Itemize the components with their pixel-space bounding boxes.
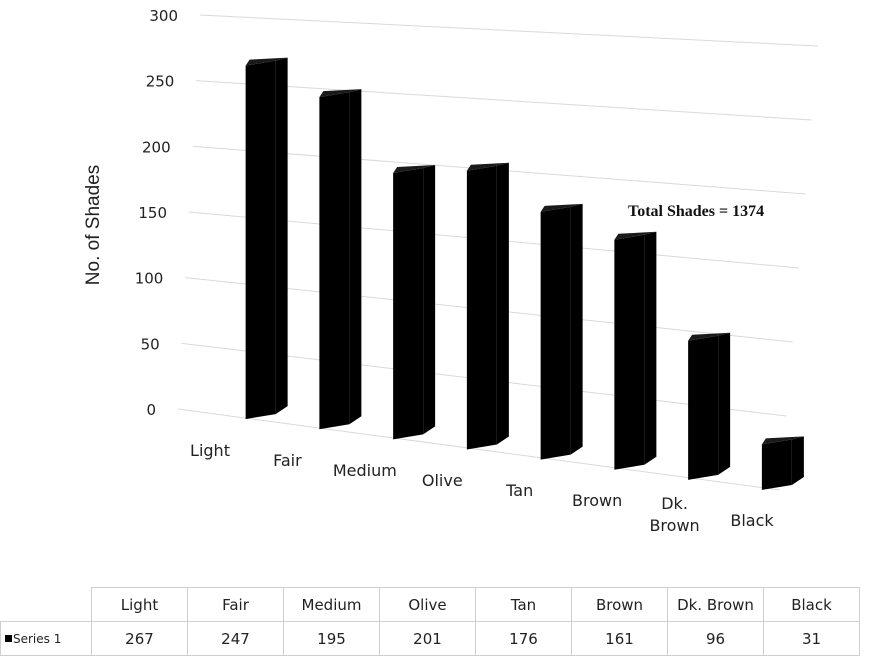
table-cell: 31 — [763, 621, 860, 656]
bar-front — [466, 165, 497, 450]
x-axis-categories: Light Fair Medium Olive Tan Brown Dk. Brown Blac… — [190, 441, 774, 535]
y-tick-label: 150 — [138, 204, 167, 222]
bar-chart: 0 50 100 150 200 250 300 Light Fair Medium Olive T… — [83, 7, 819, 535]
table-cell: 96 — [667, 621, 764, 656]
x-category-label: Dk. Brown — [649, 494, 699, 535]
bar-top — [393, 165, 436, 174]
total-shades-annotation: Total Shades = 1374 — [628, 203, 764, 220]
data-table: Light Fair Medium Olive Tan Brown Dk. Brown Bla… — [0, 587, 860, 656]
table-header-cell: Light — [91, 587, 188, 622]
bar — [688, 332, 731, 480]
table-cell: 176 — [475, 621, 572, 656]
bar-top — [540, 203, 583, 212]
bar-side — [718, 332, 731, 475]
y-tick-label: 0 — [146, 401, 156, 419]
bar — [245, 57, 288, 420]
y-axis-label: No. of Shades — [83, 165, 104, 285]
bar-side — [644, 231, 657, 465]
bar — [466, 162, 509, 450]
bar-top — [688, 332, 731, 341]
y-tick-label: 300 — [149, 7, 178, 25]
table-cell: 161 — [571, 621, 668, 656]
x-category-label: Brown — [572, 491, 622, 510]
series-name: Series 1 — [13, 631, 62, 646]
bar-side — [496, 162, 509, 445]
bar-top — [614, 231, 657, 240]
x-category-label: Olive — [422, 471, 463, 490]
bar-front — [245, 60, 276, 420]
gridline — [177, 408, 781, 491]
y-tick-label: 100 — [135, 270, 164, 288]
table-row: Series 1 267 247 195 201 176 161 96 31 — [0, 621, 860, 656]
bar-side — [791, 436, 804, 485]
table-header-row: Light Fair Medium Olive Tan Brown Dk. Brown Bla… — [0, 587, 860, 622]
bar-top — [245, 57, 288, 66]
table-header-cell: Tan — [475, 587, 572, 622]
bar-front — [688, 335, 719, 480]
x-category-label: Tan — [505, 481, 533, 500]
y-axis-ticks: 0 50 100 150 200 250 300 — [135, 7, 178, 419]
table-header-cell: Fair — [187, 587, 284, 622]
table-header-cell: Black — [763, 587, 860, 622]
bar — [540, 203, 583, 460]
bar-front — [761, 439, 792, 490]
table-corner — [0, 587, 92, 622]
bar-side — [570, 203, 583, 455]
table-header-cell: Brown — [571, 587, 668, 622]
series-legend-cell: Series 1 — [0, 621, 92, 656]
bars — [245, 57, 804, 490]
table-header-cell: Dk. Brown — [667, 587, 764, 622]
table-cell: 247 — [187, 621, 284, 656]
gridline — [199, 14, 819, 47]
bar — [319, 89, 362, 430]
bar-side — [349, 89, 362, 425]
bar-front — [614, 234, 645, 470]
bar — [761, 436, 804, 490]
gridline — [196, 80, 812, 121]
y-tick-label: 50 — [141, 335, 160, 353]
bar — [614, 231, 657, 470]
table-header-cell: Medium — [283, 587, 380, 622]
bar-side — [275, 57, 288, 415]
table-cell: 195 — [283, 621, 380, 656]
bar-top — [466, 162, 509, 171]
legend-key — [5, 634, 12, 642]
x-category-label: Fair — [273, 451, 302, 470]
x-category-label: Light — [190, 441, 230, 460]
y-tick-label: 250 — [146, 73, 175, 91]
table-header-cell: Olive — [379, 587, 476, 622]
bar-side — [423, 165, 436, 435]
bar-top — [761, 436, 804, 445]
bar-top — [319, 89, 362, 98]
bar — [393, 165, 436, 440]
bar-front — [540, 206, 571, 460]
x-category-label: Medium — [333, 461, 397, 480]
bar-front — [319, 92, 350, 430]
y-tick-label: 200 — [142, 138, 171, 156]
table-cell: 267 — [91, 621, 188, 656]
x-category-label: Black — [730, 511, 774, 530]
table-cell: 201 — [379, 621, 476, 656]
bar-front — [393, 168, 424, 440]
